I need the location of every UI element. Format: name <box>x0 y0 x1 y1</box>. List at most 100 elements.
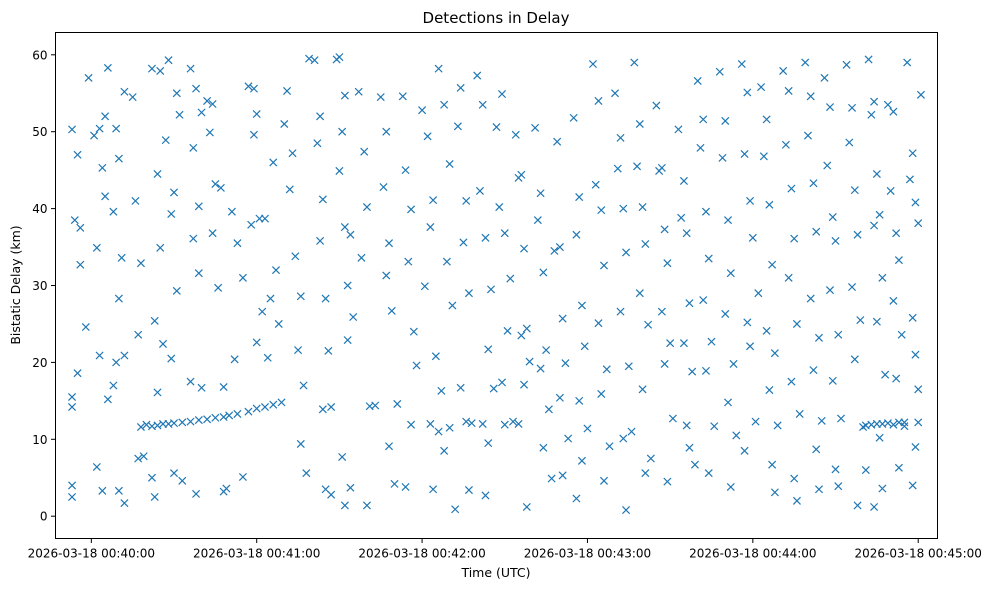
data-point <box>285 185 294 194</box>
data-point <box>889 107 898 116</box>
data-point <box>806 294 815 303</box>
data-point <box>635 119 644 129</box>
data-point <box>682 229 691 238</box>
data-point <box>848 103 857 112</box>
data-point <box>497 89 507 99</box>
data-point <box>112 358 121 367</box>
data-point <box>828 213 837 222</box>
data-point <box>622 506 631 515</box>
data-point <box>109 381 118 390</box>
data-point <box>186 377 195 386</box>
data-point <box>484 439 493 448</box>
data-point <box>787 184 796 193</box>
data-point <box>806 92 815 101</box>
data-point <box>150 316 159 325</box>
data-point <box>696 143 705 152</box>
data-point <box>153 421 162 430</box>
data-point <box>346 483 355 492</box>
data-point <box>208 229 217 238</box>
data-point <box>792 496 801 505</box>
data-point <box>497 378 507 387</box>
data-point <box>98 163 107 172</box>
data-point <box>751 417 760 426</box>
data-point <box>655 166 664 175</box>
y-axis: 0 10 20 30 40 50 60 <box>32 48 56 524</box>
data-point <box>853 230 862 239</box>
data-point <box>277 398 286 407</box>
data-point <box>779 66 788 75</box>
data-point <box>644 320 653 329</box>
data-point <box>338 452 347 462</box>
data-point <box>572 494 581 503</box>
data-point <box>429 485 438 494</box>
data-point <box>564 434 573 443</box>
data-point <box>748 233 757 242</box>
data-point <box>263 353 272 362</box>
data-point <box>473 71 482 80</box>
data-point <box>76 223 85 232</box>
data-point <box>384 239 394 248</box>
data-point <box>726 269 735 278</box>
data-point <box>68 125 77 134</box>
data-point <box>269 400 278 409</box>
data-point <box>914 385 923 394</box>
data-point <box>437 386 446 395</box>
data-point <box>792 319 801 328</box>
data-point <box>701 366 710 375</box>
data-point <box>883 419 892 428</box>
data-point <box>92 462 101 472</box>
data-point <box>274 319 283 328</box>
data-point <box>660 359 669 368</box>
data-point <box>346 230 355 239</box>
data-point <box>638 385 647 394</box>
data-point <box>203 96 212 105</box>
data-point <box>407 420 416 429</box>
data-point <box>120 351 129 360</box>
data-point <box>520 380 529 389</box>
data-point <box>569 113 578 122</box>
data-point <box>244 407 253 416</box>
data-point <box>666 339 675 348</box>
data-point <box>724 216 733 225</box>
data-point <box>147 64 156 73</box>
data-point <box>889 296 898 305</box>
data-point <box>478 419 487 428</box>
data-point <box>845 138 854 147</box>
data-point <box>340 91 349 100</box>
data-point <box>481 233 490 242</box>
data-point <box>216 183 225 192</box>
data-point <box>864 55 873 64</box>
data-point <box>594 319 603 328</box>
data-point <box>153 169 162 179</box>
data-point <box>834 330 843 339</box>
data-point <box>652 101 661 110</box>
data-point <box>484 345 493 354</box>
data-point <box>770 488 779 497</box>
y-tick-label: 10 <box>32 433 47 447</box>
data-point <box>740 149 749 159</box>
data-point <box>522 502 531 511</box>
data-point <box>296 439 305 448</box>
data-point <box>908 481 917 490</box>
data-point <box>440 446 449 455</box>
data-point <box>252 404 261 413</box>
data-point <box>679 176 688 185</box>
data-point <box>834 482 843 491</box>
data-point <box>252 109 261 119</box>
data-point <box>92 243 101 252</box>
data-point <box>883 100 892 109</box>
data-point <box>230 355 239 364</box>
data-point <box>850 186 859 195</box>
data-point <box>205 128 214 137</box>
data-point <box>837 414 846 423</box>
data-point <box>445 159 454 169</box>
data-point <box>302 469 311 478</box>
data-point <box>189 234 198 243</box>
data-point <box>870 221 879 230</box>
data-point <box>445 423 454 432</box>
data-point <box>630 58 639 67</box>
data-point <box>382 127 391 136</box>
data-point <box>861 466 870 475</box>
x-tick-label: 2026-03-18 00:40:00 <box>28 547 155 561</box>
data-point <box>95 124 104 133</box>
